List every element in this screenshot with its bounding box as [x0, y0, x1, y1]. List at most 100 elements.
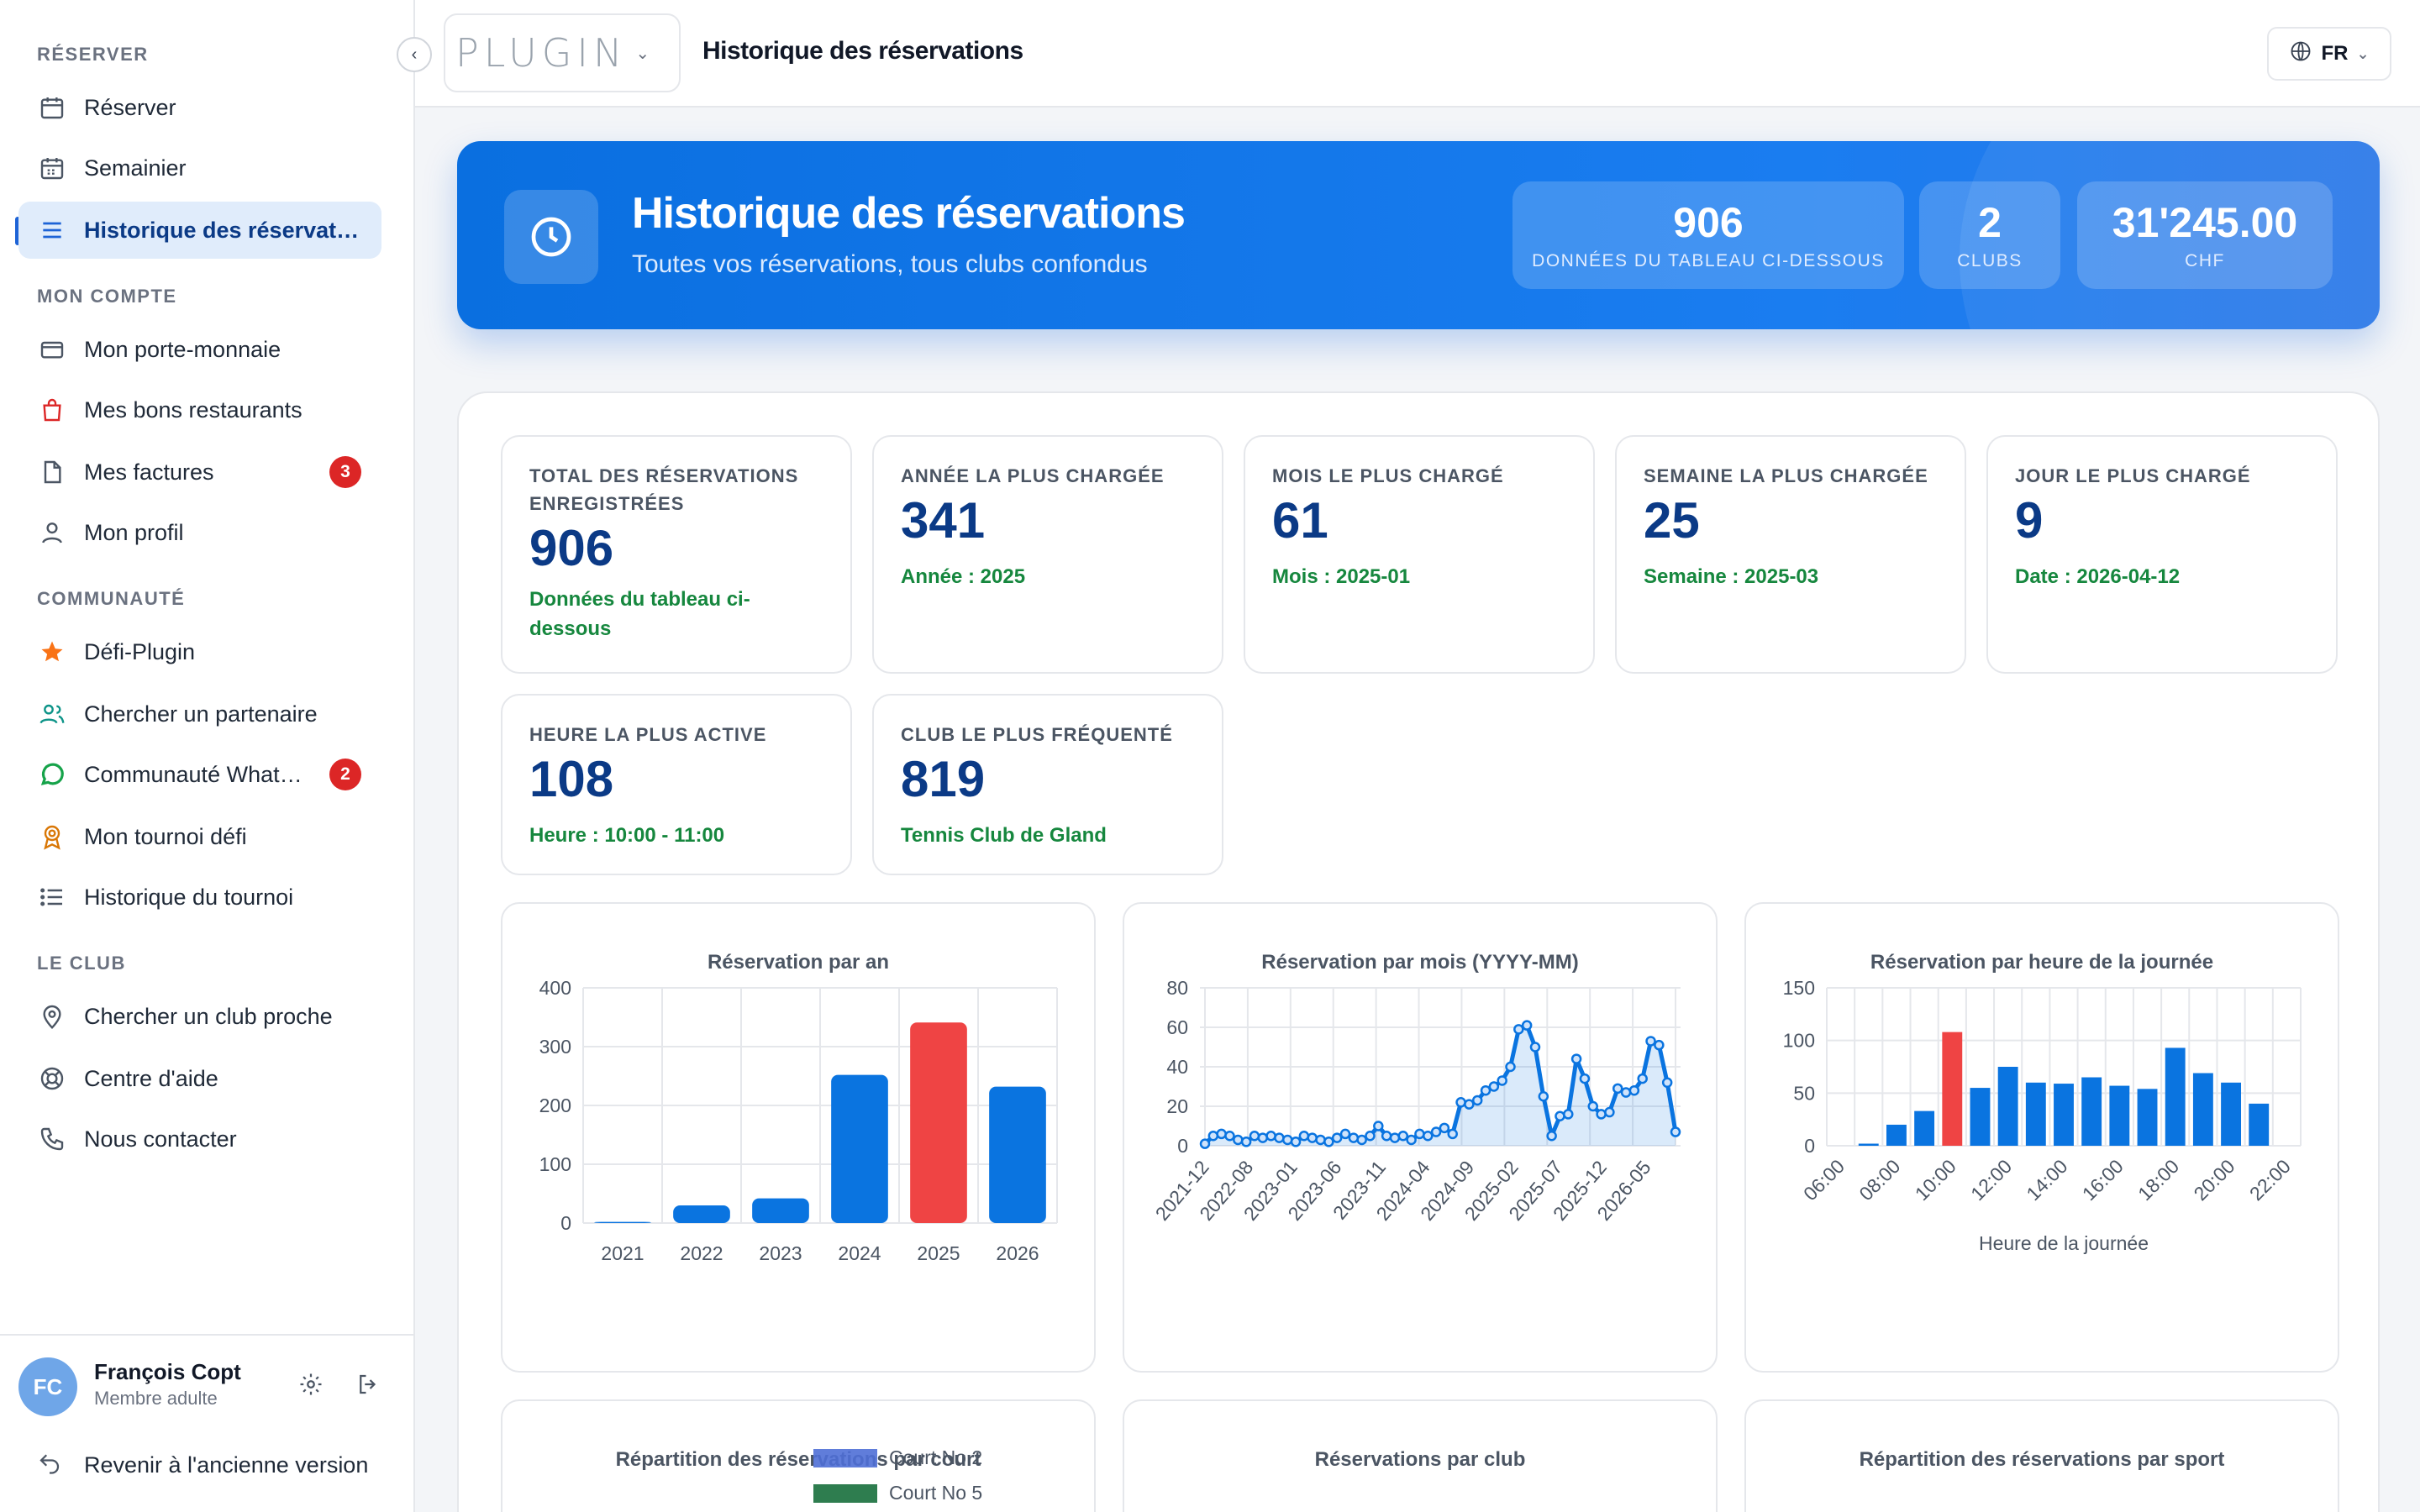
club-switcher[interactable]: PLUGIN ⌄ [444, 13, 681, 92]
data-point [1365, 1131, 1376, 1142]
legend-label: Court No 2 [889, 1446, 983, 1468]
data-point [1471, 1095, 1483, 1106]
stat-sub: Date : 2026-04-12 [2015, 565, 2181, 588]
data-point [1298, 1131, 1310, 1142]
undo-icon [37, 1450, 67, 1481]
gear-icon[interactable] [294, 1368, 328, 1401]
stat-card-club: CLUB LE PLUS FRÉQUENTÉ 819 Tennis Club d… [872, 694, 1223, 875]
section-reserve: RÉSERVER [37, 44, 149, 65]
bar [1886, 1124, 1907, 1146]
sidebar-item-restaurants[interactable]: Mes bons restaurants [18, 381, 381, 438]
stat-title: HEURE LA PLUS ACTIVE [529, 724, 767, 745]
language-selector[interactable]: FR ⌄ [2267, 27, 2391, 81]
bar [2249, 1103, 2270, 1146]
y-tick-label: 0 [560, 1212, 571, 1234]
sidebar-item-defi[interactable]: Défi-Plugin [18, 623, 381, 680]
stat-title: MOIS LE PLUS CHARGÉ [1272, 465, 1504, 486]
stat-title: CLUB LE PLUS FRÉQUENTÉ [901, 724, 1173, 745]
hero-subtitle: Toutes vos réservations, tous clubs conf… [632, 250, 1148, 278]
data-point [1240, 1137, 1252, 1147]
stat-value: 341 [901, 492, 986, 549]
data-point [1612, 1083, 1623, 1095]
stat-value: 906 [529, 520, 614, 576]
sidebar-item-profil[interactable]: Mon profil [18, 504, 381, 561]
x-tick-label: 10:00 [1911, 1155, 1960, 1205]
sidebar-item-label: Mon profil [84, 519, 184, 545]
sidebar-item-label: Centre d'aide [84, 1065, 218, 1091]
user-icon [37, 517, 67, 548]
sidebar-item-historique-tournoi[interactable]: Historique du tournoi [18, 869, 381, 926]
data-point [1249, 1131, 1260, 1142]
wallet-icon [37, 334, 67, 365]
x-tick-label: 06:00 [1799, 1155, 1849, 1205]
bar [2192, 1073, 2213, 1146]
legend-item[interactable]: Court No 5 [813, 1482, 982, 1504]
stat-title: ANNÉE LA PLUS CHARGÉE [901, 465, 1165, 486]
sidebar-item-label: Défi-Plugin [84, 638, 196, 664]
x-tick-label: 08:00 [1854, 1155, 1904, 1205]
stat-sub: Semaine : 2025-03 [1644, 565, 1819, 588]
stat-card-month: MOIS LE PLUS CHARGÉ 61 Mois : 2025-01 [1244, 435, 1595, 674]
sidebar-item-wallet[interactable]: Mon porte-monnaie [18, 321, 381, 378]
sidebar-item-label: Mes factures [84, 459, 214, 485]
data-point [1587, 1100, 1599, 1112]
stat-sub: Données du tableau ci-dessous [529, 588, 750, 640]
sidebar-item-historique[interactable]: Historique des réservations [18, 202, 381, 259]
sidebar-item-contact[interactable]: Nous contacter [18, 1110, 381, 1168]
stat-title: TOTAL DES RÉSERVATIONS ENREGISTRÉES [529, 465, 799, 514]
data-point [1381, 1131, 1392, 1142]
sidebar-item-factures[interactable]: Mes factures 3 [18, 444, 381, 501]
data-point [1521, 1020, 1533, 1031]
sidebar-item-club-proche[interactable]: Chercher un club proche [18, 988, 381, 1045]
x-tick-label: 22:00 [2245, 1155, 2295, 1205]
globe-icon [2289, 39, 2312, 69]
clock-icon [504, 190, 598, 284]
sidebar-item-label: Historique des réservations [84, 217, 361, 243]
x-tick-label: 18:00 [2133, 1155, 2183, 1205]
data-point [1323, 1137, 1334, 1147]
sidebar-item-label: Chercher un partenaire [84, 701, 318, 727]
sidebar-item-tournoi[interactable]: Mon tournoi défi [18, 808, 381, 865]
legend-label: Court No 5 [889, 1482, 983, 1504]
bar [2165, 1047, 2186, 1146]
stat-card-hour: HEURE LA PLUS ACTIVE 108 Heure : 10:00 -… [501, 694, 852, 875]
collapse-sidebar-button[interactable]: ‹ [397, 37, 432, 72]
bar [2081, 1077, 2102, 1146]
back-old-version-link[interactable]: Revenir à l'ancienne version [37, 1450, 368, 1481]
decorative-circle [1960, 141, 2380, 329]
hero-stat-value: 2 [1978, 198, 2002, 246]
hero-stat-clubs: 2 CLUBS [1919, 181, 2060, 289]
x-axis-label: Heure de la journée [1979, 1232, 2149, 1254]
sidebar-item-partenaire[interactable]: Chercher un partenaire [18, 685, 381, 743]
sidebar-item-reserver[interactable]: Réserver [18, 79, 381, 136]
list-icon [37, 215, 67, 245]
language-code: FR [2321, 42, 2349, 65]
data-point [1464, 1099, 1475, 1110]
data-point [1505, 1061, 1516, 1073]
legend-item[interactable]: Court No 2 [813, 1446, 982, 1469]
data-point [1224, 1131, 1235, 1142]
stat-title: JOUR LE PLUS CHARGÉ [2015, 465, 2251, 486]
sidebar-item-aide[interactable]: Centre d'aide [18, 1050, 381, 1107]
data-point [1331, 1132, 1343, 1143]
stat-card-total: TOTAL DES RÉSERVATIONS ENREGISTRÉES 906 … [501, 435, 852, 674]
data-point [1339, 1128, 1351, 1140]
chart-title: Réservation par mois (YYYY-MM) [1261, 951, 1579, 974]
sidebar-item-semainier[interactable]: Semainier [18, 139, 381, 197]
bar [910, 1022, 967, 1223]
stat-value: 108 [529, 751, 614, 807]
chart-month: 0204060802021-122022-082023-012023-06202… [1151, 977, 1681, 1225]
list-ordered-icon [37, 882, 67, 912]
avatar[interactable]: FC [18, 1357, 77, 1416]
data-point [1604, 1106, 1615, 1118]
sidebar-item-whatsapp[interactable]: Communauté WhatsApp 2 [18, 746, 381, 803]
chart-card-court: Répartition des réservations par court C… [501, 1399, 1096, 1512]
data-point [1488, 1081, 1500, 1092]
bar [2025, 1082, 2046, 1146]
logout-icon[interactable] [351, 1368, 385, 1401]
data-point [1555, 1110, 1565, 1121]
active-indicator [15, 217, 20, 245]
legend-swatch [813, 1483, 877, 1503]
chart-card-hour: Réservation par heure de la journée 0 50 1… [1744, 902, 2339, 1373]
notification-badge: 2 [329, 759, 361, 790]
